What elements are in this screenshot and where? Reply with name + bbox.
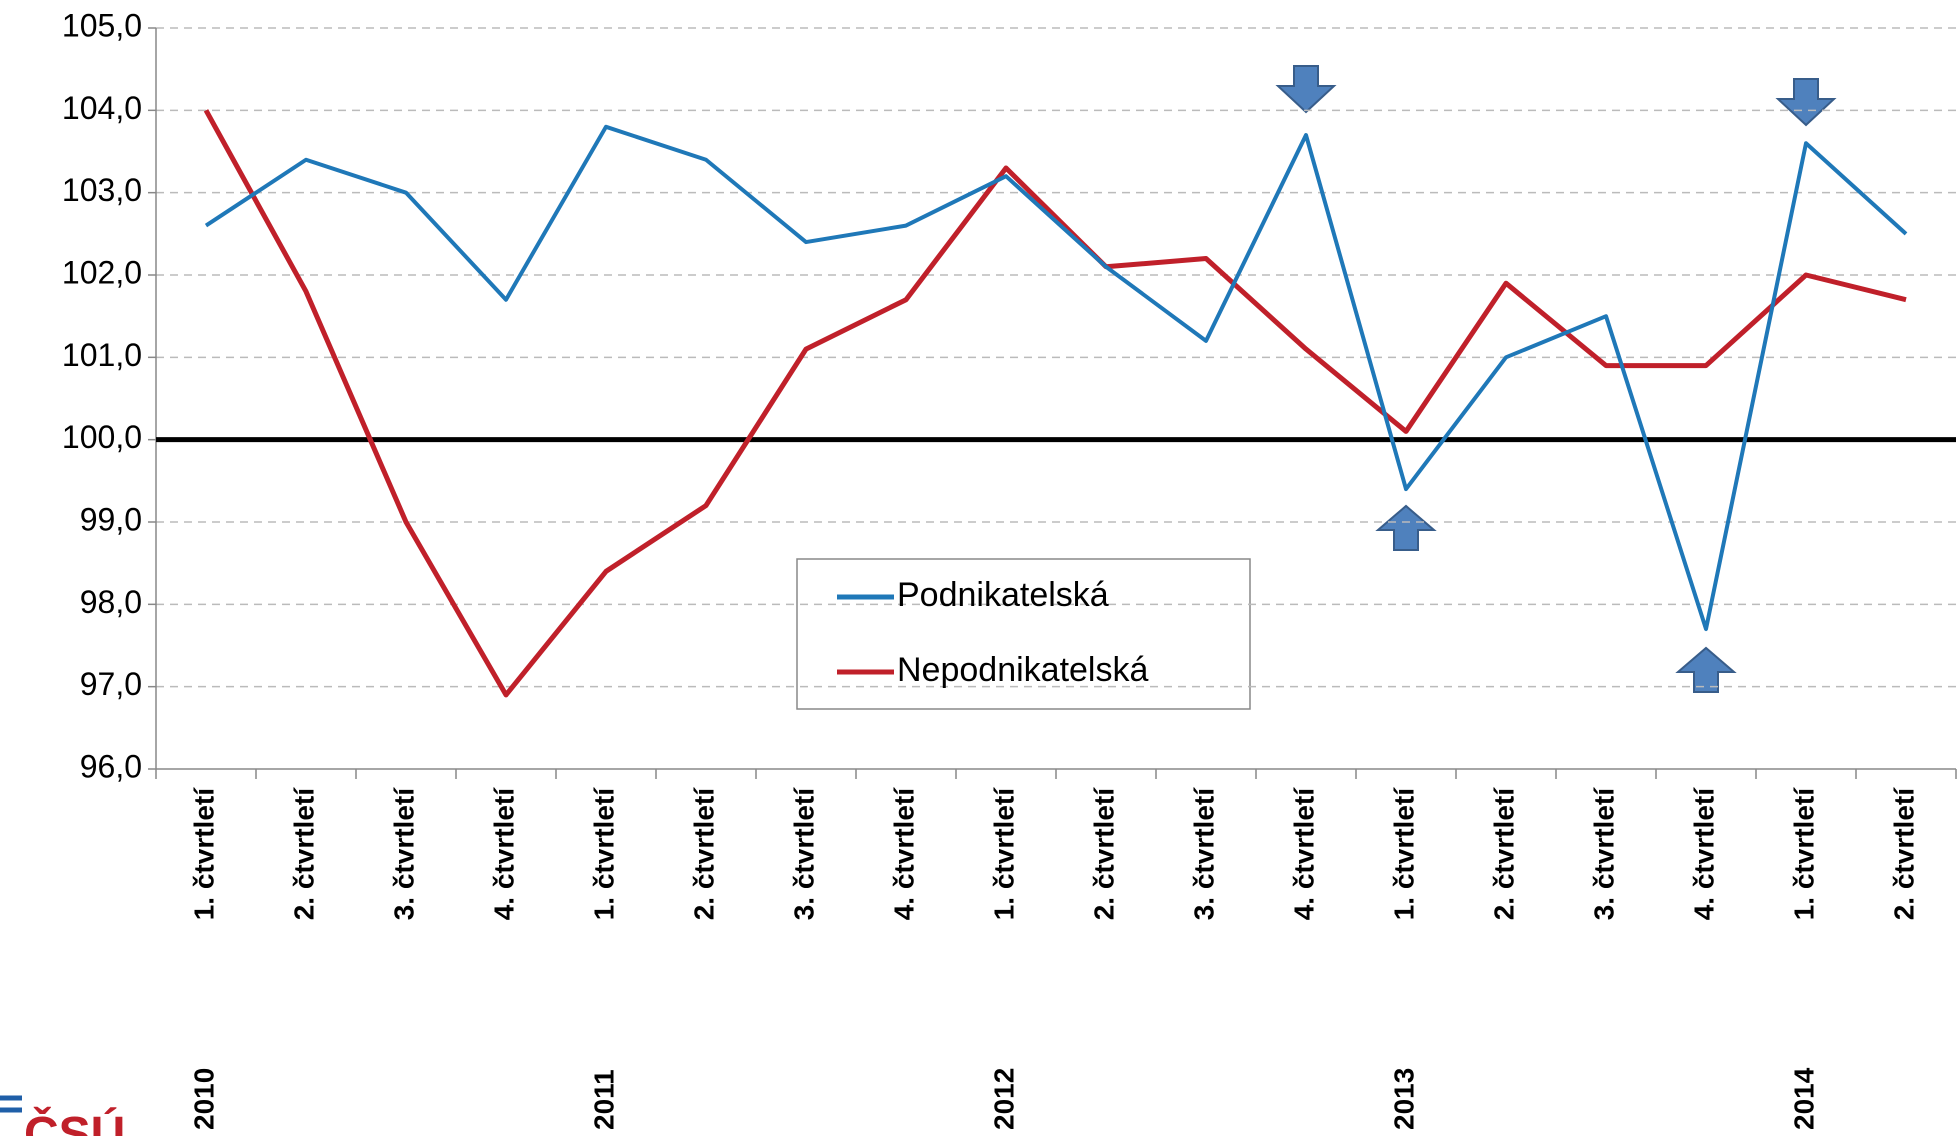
x-tick-label: 2. čtvrtletí: [1088, 787, 1119, 920]
x-tick-label: 3. čtvrtletí: [388, 787, 419, 920]
x-tick-label: 1. čtvrtletí: [1788, 787, 1819, 920]
y-tick-label: 99,0: [80, 501, 142, 537]
y-tick-label: 97,0: [80, 666, 142, 702]
y-tick-label: 102,0: [62, 254, 142, 290]
y-tick-label: 103,0: [62, 172, 142, 208]
year-label: 2011: [588, 1069, 619, 1130]
y-tick-label: 101,0: [62, 337, 142, 373]
x-tick-label: 2. čtvrtletí: [288, 787, 319, 920]
logo: ČSÚ: [24, 1106, 125, 1136]
legend-label: Podnikatelská: [897, 576, 1109, 614]
y-tick-label: 98,0: [80, 584, 142, 620]
x-tick-label: 1. čtvrtletí: [1388, 787, 1419, 920]
x-tick-label: 1. čtvrtletí: [588, 787, 619, 920]
x-tick-label: 2. čtvrtletí: [688, 787, 719, 920]
year-label: 2014: [1788, 1067, 1819, 1130]
y-tick-label: 100,0: [62, 419, 142, 455]
down-arrow: [1775, 78, 1837, 127]
y-tick-label: 96,0: [80, 748, 142, 784]
year-label: 2010: [188, 1068, 219, 1130]
legend-label: Nepodnikatelská: [897, 651, 1148, 689]
year-label: 2012: [988, 1068, 1019, 1130]
up-arrow: [1375, 504, 1437, 551]
y-tick-label: 104,0: [62, 90, 142, 126]
down-arrow: [1275, 65, 1337, 114]
legend-box: [796, 558, 1251, 710]
x-tick-label: 4. čtvrtletí: [1288, 787, 1319, 920]
x-tick-label: 4. čtvrtletí: [488, 787, 519, 920]
y-tick-label: 105,0: [62, 7, 142, 43]
x-tick-label: 1. čtvrtletí: [988, 787, 1019, 920]
year-label: 2013: [1388, 1068, 1419, 1130]
x-tick-label: 2. čtvrtletí: [1488, 787, 1519, 920]
x-tick-label: 4. čtvrtletí: [1688, 787, 1719, 920]
x-tick-label: 2. čtvrtletí: [1888, 787, 1919, 920]
x-tick-label: 3. čtvrtletí: [1588, 787, 1619, 920]
up-arrow: [1675, 646, 1737, 693]
x-tick-label: 3. čtvrtletí: [788, 787, 819, 920]
x-tick-label: 4. čtvrtletí: [888, 787, 919, 920]
x-tick-label: 3. čtvrtletí: [1188, 787, 1219, 920]
x-tick-label: 1. čtvrtletí: [188, 787, 219, 920]
series-line: [204, 124, 1908, 632]
